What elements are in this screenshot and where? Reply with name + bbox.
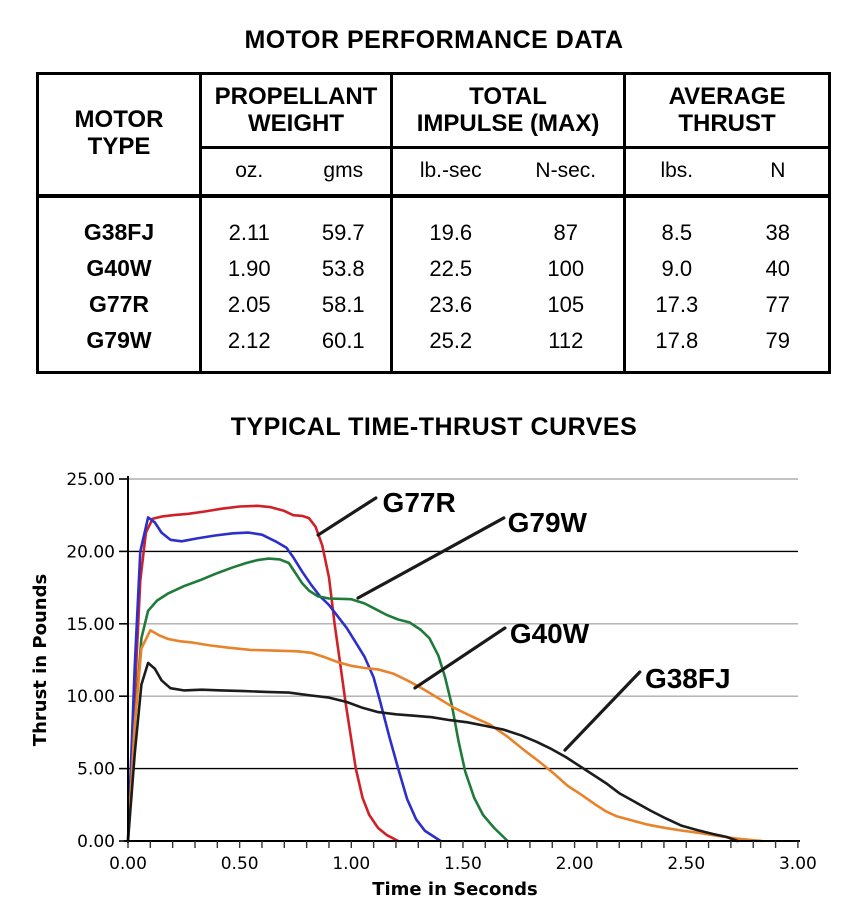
annotation-label-g77r: G77R bbox=[383, 487, 456, 518]
header-impulse-line1: TOTAL bbox=[469, 82, 547, 110]
unit-n: N bbox=[727, 147, 830, 198]
value-cell: 2.12 bbox=[199, 322, 297, 372]
unit-lbs: lbs. bbox=[623, 147, 728, 198]
motor-name: G77R bbox=[88, 291, 150, 317]
value-cell: 59.7 bbox=[321, 219, 365, 245]
value-cell: 22.5 bbox=[390, 250, 509, 287]
table-row-g38fj: G38FJ 2.11 59.7 19.6 87 8.5 38 bbox=[38, 195, 830, 251]
value-cell: 112 bbox=[548, 327, 584, 353]
y-tick-label-20: 20.00 bbox=[66, 542, 115, 562]
y-axis-title: Thrust in Pounds bbox=[30, 574, 51, 746]
value-cell: 23.6 bbox=[390, 286, 509, 323]
leader-line-g38fj bbox=[563, 670, 642, 752]
header-total-impulse: TOTAL IMPULSE (MAX) bbox=[390, 73, 625, 149]
header-thrust-line2: THRUST bbox=[678, 109, 776, 137]
header-motor-type: MOTOR TYPE bbox=[37, 73, 201, 198]
unit-lbsec: lb.-sec bbox=[390, 147, 509, 198]
value-cell: 17.3 bbox=[623, 286, 728, 323]
table-row-g40w: G40W 1.90 53.8 22.5 100 9.0 40 bbox=[38, 250, 830, 287]
y-tick-label-15: 15.00 bbox=[66, 615, 115, 635]
x-tick-label-0.50: 0.50 bbox=[221, 854, 259, 874]
value-cell: 53.8 bbox=[321, 255, 365, 281]
motor-name: G40W bbox=[86, 255, 152, 281]
x-tick-label-2.50: 2.50 bbox=[667, 854, 705, 874]
header-impulse-line2: IMPULSE (MAX) bbox=[416, 109, 600, 137]
time-thrust-chart: 0.00 5.00 10.00 15.00 20.00 25.00 0.00 0.50 1.00… bbox=[30, 470, 817, 900]
curve-g79w bbox=[126, 557, 509, 843]
x-tick-label-1.00: 1.00 bbox=[332, 854, 370, 874]
annotation-label-g38fj: G38FJ bbox=[645, 663, 731, 694]
motor-name: G38FJ bbox=[83, 219, 155, 245]
value-cell: 17.8 bbox=[623, 322, 728, 372]
header-propellant-line2: WEIGHT bbox=[248, 109, 344, 137]
x-axis-title: Time in Seconds bbox=[372, 879, 538, 900]
value-cell: 100 bbox=[547, 255, 585, 281]
table-row-g79w: G79W 2.12 60.1 25.2 112 17.8 79 bbox=[38, 322, 830, 372]
unit-nsec: N-sec. bbox=[508, 147, 625, 198]
value-cell: 77 bbox=[765, 291, 791, 317]
value-cell: 58.1 bbox=[321, 291, 365, 317]
annotation-label-g79w: G79W bbox=[508, 507, 588, 538]
header-thrust-line1: AVERAGE bbox=[668, 82, 786, 110]
leader-line-g77r bbox=[316, 496, 378, 537]
x-tick-label-2.00: 2.00 bbox=[556, 854, 594, 874]
value-cell: 2.11 bbox=[199, 195, 297, 251]
header-motor-type-line2: TYPE bbox=[87, 133, 151, 161]
value-cell: 1.90 bbox=[199, 250, 297, 287]
value-cell: 9.0 bbox=[623, 250, 728, 287]
value-cell: 40 bbox=[765, 255, 791, 281]
value-cell: 60.1 bbox=[321, 327, 365, 353]
value-cell: 105 bbox=[547, 291, 585, 317]
motor-name: G79W bbox=[86, 327, 152, 353]
curve-g38fj bbox=[126, 661, 739, 843]
y-tick-label-10: 10.00 bbox=[66, 687, 115, 707]
x-tick-label-1.50: 1.50 bbox=[444, 854, 482, 874]
y-tick-label-25: 25.00 bbox=[66, 470, 115, 490]
value-cell: 2.05 bbox=[199, 286, 297, 323]
curve-g77r bbox=[126, 504, 400, 843]
y-tick-label-0: 0.00 bbox=[77, 832, 115, 852]
x-tick-label-3.00: 3.00 bbox=[779, 854, 817, 874]
unit-gms: gms bbox=[296, 147, 392, 198]
header-average-thrust: AVERAGE THRUST bbox=[623, 73, 830, 149]
annotation-label-g40w: G40W bbox=[510, 618, 590, 649]
header-propellant-weight: PROPELLANT WEIGHT bbox=[198, 73, 392, 149]
value-cell: 19.6 bbox=[390, 195, 509, 251]
value-cell: 38 bbox=[765, 219, 791, 245]
chart-title: TYPICAL TIME-THRUST CURVES bbox=[230, 413, 638, 441]
y-tick-label-5: 5.00 bbox=[77, 760, 115, 780]
table-title: MOTOR PERFORMANCE DATA bbox=[244, 26, 624, 54]
value-cell: 8.5 bbox=[623, 195, 728, 251]
leader-line-g40w bbox=[413, 626, 507, 690]
curve-blue-unlabeled bbox=[126, 516, 442, 843]
value-cell: 79 bbox=[765, 327, 791, 353]
unit-oz: oz. bbox=[199, 147, 297, 198]
value-cell: 87 bbox=[553, 219, 579, 245]
value-cell: 25.2 bbox=[390, 322, 509, 372]
header-propellant-line1: PROPELLANT bbox=[214, 82, 378, 110]
x-tick-label-0.00: 0.00 bbox=[109, 854, 147, 874]
leader-line-g79w bbox=[356, 516, 506, 600]
header-motor-type-line1: MOTOR bbox=[74, 106, 164, 134]
curve-g40w bbox=[126, 629, 764, 843]
table-row-g77r: G77R 2.05 58.1 23.6 105 17.3 77 bbox=[38, 286, 830, 323]
motor-performance-table: MOTOR TYPE PROPELLANT WEIGHT TOTAL IMPUL… bbox=[36, 72, 832, 374]
